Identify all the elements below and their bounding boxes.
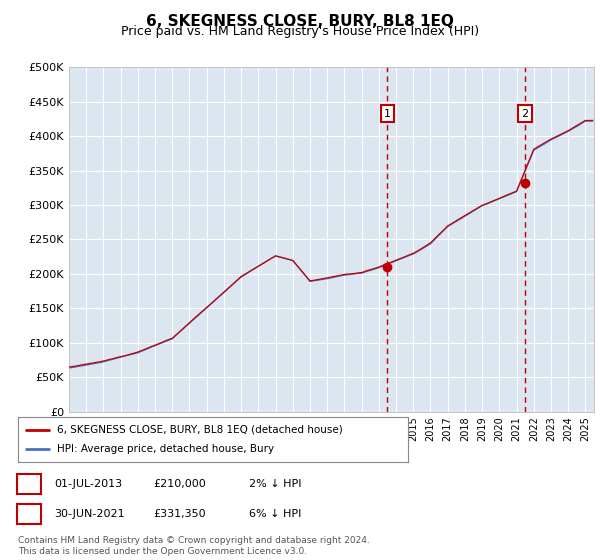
Text: 6, SKEGNESS CLOSE, BURY, BL8 1EQ (detached house): 6, SKEGNESS CLOSE, BURY, BL8 1EQ (detach… bbox=[57, 424, 343, 435]
Text: 2: 2 bbox=[26, 509, 33, 519]
Text: HPI: Average price, detached house, Bury: HPI: Average price, detached house, Bury bbox=[57, 445, 274, 455]
Text: 6% ↓ HPI: 6% ↓ HPI bbox=[249, 509, 301, 519]
Text: 1: 1 bbox=[26, 479, 33, 489]
Text: Price paid vs. HM Land Registry's House Price Index (HPI): Price paid vs. HM Land Registry's House … bbox=[121, 25, 479, 38]
Text: £331,350: £331,350 bbox=[153, 509, 206, 519]
Text: 30-JUN-2021: 30-JUN-2021 bbox=[54, 509, 125, 519]
Text: 2: 2 bbox=[521, 109, 529, 119]
Text: 2% ↓ HPI: 2% ↓ HPI bbox=[249, 479, 302, 489]
Text: 6, SKEGNESS CLOSE, BURY, BL8 1EQ: 6, SKEGNESS CLOSE, BURY, BL8 1EQ bbox=[146, 14, 454, 29]
Text: 01-JUL-2013: 01-JUL-2013 bbox=[54, 479, 122, 489]
Text: Contains HM Land Registry data © Crown copyright and database right 2024.
This d: Contains HM Land Registry data © Crown c… bbox=[18, 536, 370, 556]
Text: £210,000: £210,000 bbox=[153, 479, 206, 489]
Text: 1: 1 bbox=[384, 109, 391, 119]
